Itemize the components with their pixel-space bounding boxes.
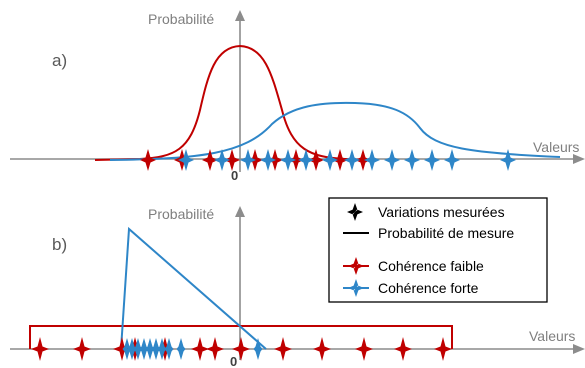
panel-a-weak-marker <box>355 149 371 171</box>
panel-b-strong-marker <box>127 338 137 360</box>
panel-b-x-axis-arrow <box>573 344 585 354</box>
legend: Variations mesurées Probabilité de mesur… <box>328 197 548 303</box>
legend-measured-label: Variations mesurées <box>378 204 505 220</box>
panel-b-weak-marker <box>191 337 209 361</box>
legend-strong-label: Cohérence forte <box>378 280 479 296</box>
panel-a-strong-marker <box>322 149 338 171</box>
panel-a-weak-marker <box>308 149 324 171</box>
panel-b-strong-marker <box>176 338 186 360</box>
panel-b-weak-marker <box>113 337 131 361</box>
panel-a-strong-marker <box>404 149 420 171</box>
panel-a-strong-marker <box>424 149 440 171</box>
panel-a-strong-marker <box>260 149 276 171</box>
panel-b-strong-marker <box>145 338 155 360</box>
panel-a-origin-label: 0 <box>231 168 238 183</box>
panel-a-strong-marker <box>214 149 230 171</box>
panel-b-weak-marker <box>434 337 452 361</box>
panel-b-weak-marker <box>73 337 91 361</box>
panel-b-weak-marker <box>313 337 331 361</box>
panel-a-strong-marker <box>384 149 400 171</box>
panel-b-origin-label: 0 <box>230 354 237 368</box>
panel-a-measurement-markers <box>140 149 516 171</box>
panel-b-weak-marker <box>31 337 49 361</box>
panel-a-strong-marker <box>178 149 194 171</box>
panel-b-strong-marker <box>253 338 263 360</box>
panel-a-weak-marker <box>140 149 156 171</box>
legend-measured-marker-icon <box>347 203 363 221</box>
panel-b-label: b) <box>52 235 67 254</box>
legend-weak-marker-icon <box>348 257 364 275</box>
panel-a-strong-marker <box>364 149 380 171</box>
panel-b-strong-marker <box>133 338 143 360</box>
panel-b-weak-marker <box>394 337 412 361</box>
panel-b-measurement-markers <box>31 337 452 361</box>
panel-a-x-axis-label: Valeurs <box>533 139 579 155</box>
panel-b-y-axis-label: Probabilité <box>148 206 214 222</box>
panel-a-weak-marker <box>202 149 218 171</box>
panel-b: b) Probabilité Valeurs 0 <box>10 206 585 368</box>
panel-b-strong-marker <box>122 338 132 360</box>
panel-a-y-axis-arrow <box>235 10 245 21</box>
panel-a-y-axis-label: Probabilité <box>148 11 214 27</box>
panel-b-strong-marker <box>151 338 161 360</box>
panel-b-strong-marker <box>164 338 174 360</box>
panel-a-strong-marker <box>280 149 296 171</box>
panel-b-strong-marker <box>157 338 167 360</box>
panel-b-weak-marker <box>232 337 250 361</box>
panel-a-strong-marker <box>444 149 460 171</box>
panel-a-strong-marker <box>344 149 360 171</box>
panel-a-strong-marker <box>500 149 516 171</box>
panel-b-weak-marker <box>355 337 373 361</box>
panel-a-strong-marker <box>240 149 256 171</box>
legend-probability-label: Probabilité de mesure <box>378 225 514 241</box>
panel-b-strong-marker <box>139 338 149 360</box>
panel-a-strong-coherence-curve <box>109 101 561 161</box>
panel-a: a) Probabilité Valeurs 0 <box>10 10 585 183</box>
panel-a-label: a) <box>52 51 67 70</box>
panel-b-x-axis-label: Valeurs <box>529 328 575 344</box>
legend-weak-label: Cohérence faible <box>378 258 484 274</box>
legend-strong-marker-icon <box>348 279 364 297</box>
panel-a-x-axis-arrow <box>573 154 585 164</box>
panel-b-strong-coherence-curve <box>120 226 267 350</box>
panel-b-weak-marker <box>206 337 224 361</box>
panel-a-weak-marker <box>332 149 348 171</box>
legend-box <box>328 197 548 303</box>
panel-b-weak-marker <box>274 337 292 361</box>
panel-a-weak-coherence-curve <box>94 44 371 161</box>
panel-b-y-axis-arrow <box>235 206 245 217</box>
panel-a-strong-marker <box>298 149 314 171</box>
panel-a-weak-marker <box>224 149 240 171</box>
